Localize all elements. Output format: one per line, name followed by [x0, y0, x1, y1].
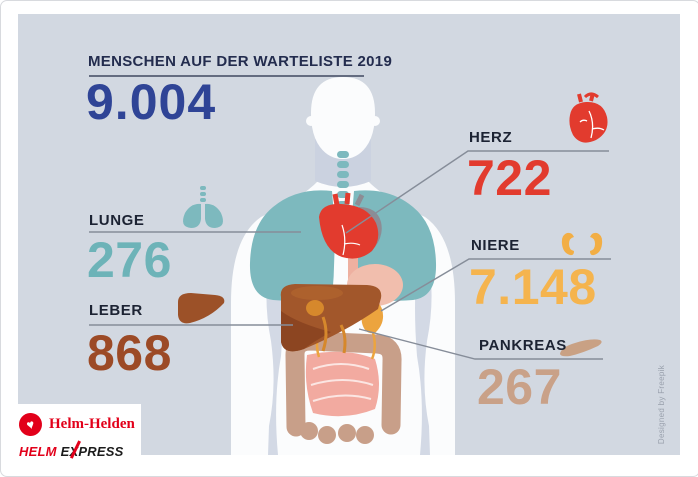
heart-helmet-icon: ♥: [16, 410, 45, 439]
gallbladder-shape: [306, 300, 324, 316]
total-count: 9.004: [86, 74, 217, 130]
heart-icon: [569, 92, 608, 143]
freepik-credit: Designed by Freepik: [657, 365, 666, 445]
organ-label-lunge: LUNGE: [89, 212, 145, 229]
organ-value-leber: 868: [87, 325, 172, 381]
logo-box: ♥ Helm-Helden HELM EXPRESS: [16, 404, 141, 459]
organ-value-lunge: 276: [87, 232, 172, 288]
brand-name: Helm-Helden: [49, 416, 135, 432]
organ-value-pankreas: 267: [477, 359, 562, 415]
kidneys-icon: [561, 232, 603, 256]
connector-lines: [89, 150, 611, 360]
lungs-icon: [183, 186, 223, 228]
express-press-text: PRESS: [78, 444, 124, 459]
organ-label-herz: HERZ: [469, 129, 513, 146]
organ-label-pankreas: PANKREAS: [479, 337, 567, 354]
organ-label-leber: LEBER: [89, 302, 143, 319]
express-e-text: E: [60, 444, 70, 459]
pancreas-icon: [560, 339, 602, 357]
express-helm-text: HELM: [19, 444, 57, 459]
organ-label-niere: NIERE: [471, 237, 520, 254]
right-arm-shading: [415, 263, 432, 455]
page-title: MENSCHEN AUF DER WARTELISTE 2019: [88, 53, 393, 70]
body-liver: [280, 284, 382, 354]
left-arm-shading: [266, 263, 283, 455]
head-shape: [311, 77, 375, 159]
express-x-text: X: [69, 444, 79, 459]
express-logo: HELM EXPRESS: [19, 444, 123, 459]
organ-value-niere: 7.148: [469, 259, 597, 315]
liver-icon: [178, 293, 225, 324]
organ-value-herz: 722: [467, 150, 552, 206]
brand-logo: ♥ Helm-Helden: [16, 410, 135, 439]
